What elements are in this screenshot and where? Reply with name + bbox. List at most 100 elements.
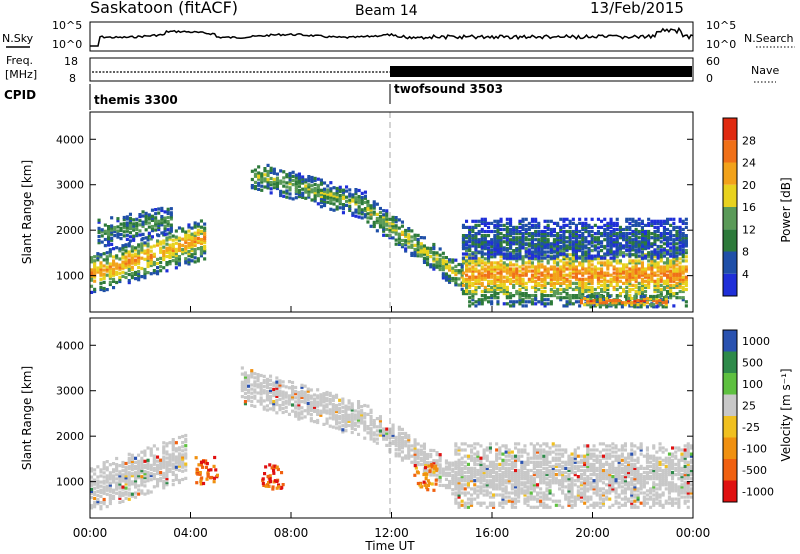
heatmap-cell [480, 271, 484, 275]
heatmap-cell [118, 494, 122, 498]
heatmap-cell [603, 232, 607, 236]
heatmap-cell [190, 238, 194, 242]
heatmap-cell [181, 237, 185, 241]
heatmap-cell [593, 265, 597, 269]
heatmap-cell [514, 493, 518, 497]
heatmap-cell [149, 490, 153, 494]
heatmap-cell [606, 285, 610, 289]
heatmap-cell [504, 485, 508, 489]
heatmap-cell [130, 480, 134, 484]
heatmap-cell [457, 489, 461, 493]
heatmap-cell [600, 225, 604, 229]
heatmap-cell [177, 480, 181, 485]
heatmap-cell [97, 220, 101, 224]
heatmap-cell [432, 265, 436, 269]
heatmap-cell [291, 174, 295, 178]
heatmap-cell [492, 475, 496, 479]
heatmap-cell [509, 238, 513, 242]
heatmap-cell [625, 244, 629, 248]
heatmap-cell [184, 468, 188, 472]
heatmap-cell [584, 238, 588, 242]
heatmap-cell [499, 289, 503, 294]
heatmap-cell [369, 427, 373, 431]
heatmap-cell [474, 300, 478, 304]
heatmap-cell [543, 242, 547, 246]
heatmap-cell [672, 271, 676, 275]
heatmap-cell [313, 197, 317, 201]
heatmap-cell [587, 256, 591, 260]
heatmap-cell [140, 266, 144, 271]
heatmap-cell [457, 501, 461, 505]
heatmap-cell [461, 225, 465, 229]
heatmap-cell [625, 242, 629, 246]
heatmap-cell [618, 225, 622, 229]
heatmap-cell [357, 207, 361, 211]
heatmap-cell [253, 174, 257, 178]
heatmap-cell [118, 500, 122, 504]
heatmap-cell [493, 234, 497, 238]
heatmap-cell [672, 304, 676, 308]
heatmap-cell [457, 477, 461, 481]
heatmap-cell [612, 238, 616, 242]
heatmap-cell [338, 417, 342, 421]
heatmap-cell [584, 246, 588, 250]
heatmap-cell [127, 458, 131, 462]
heatmap-cell [493, 277, 497, 281]
heatmap-cell [496, 225, 500, 229]
heatmap-cell [448, 260, 452, 264]
heatmap-cell [681, 242, 685, 246]
heatmap-cell [634, 219, 638, 223]
heatmap-cell [634, 269, 638, 273]
heatmap-cell [134, 270, 138, 275]
heatmap-cell [675, 292, 679, 296]
heatmap-cell [512, 269, 516, 273]
heatmap-cell [441, 467, 445, 471]
heatmap-cell [259, 398, 263, 402]
heatmap-cell [603, 217, 607, 221]
heatmap-cell [391, 433, 395, 437]
heatmap-cell [514, 446, 518, 450]
heatmap-cell [307, 189, 311, 193]
heatmap-cell [523, 497, 527, 501]
heatmap-cell [162, 447, 166, 451]
heatmap-cell [369, 206, 373, 210]
heatmap-cell [471, 259, 475, 263]
heatmap-cell [590, 263, 594, 267]
heatmap-cell [615, 234, 619, 238]
heatmap-cell [490, 294, 494, 298]
heatmap-cell [466, 454, 470, 458]
heatmap-cell [457, 283, 461, 287]
heatmap-cell [184, 238, 188, 242]
heatmap-cell [505, 227, 509, 232]
heatmap-cell [546, 244, 550, 248]
heatmap-cell [637, 271, 641, 275]
heatmap-cell [454, 460, 458, 464]
heatmap-cell [257, 173, 261, 177]
heatmap-cell [543, 275, 547, 279]
heatmap-cell [366, 404, 370, 408]
heatmap-cell [394, 220, 398, 224]
heatmap-cell [177, 236, 181, 240]
heatmap-cell [127, 477, 131, 481]
heatmap-cell [278, 385, 282, 389]
heatmap-cell [487, 273, 491, 277]
heatmap-cell [507, 481, 511, 485]
heatmap-cell [574, 236, 578, 240]
heatmap-cell [618, 271, 622, 275]
heatmap-cell [562, 247, 566, 251]
heatmap-cell [166, 224, 170, 228]
heatmap-cell [127, 481, 131, 485]
heatmap-cell [523, 485, 527, 489]
heatmap-cell [397, 454, 401, 458]
heatmap-cell [407, 235, 411, 239]
heatmap-cell [640, 229, 644, 234]
heatmap-cell [498, 462, 502, 466]
heatmap-cell [193, 233, 197, 237]
heatmap-cell [530, 298, 534, 302]
heatmap-cell [517, 499, 521, 503]
heatmap-cell [350, 404, 354, 408]
heatmap-cell [468, 267, 472, 271]
heatmap-cell [488, 481, 492, 485]
heatmap-cell [407, 229, 411, 233]
heatmap-cell [146, 466, 150, 471]
